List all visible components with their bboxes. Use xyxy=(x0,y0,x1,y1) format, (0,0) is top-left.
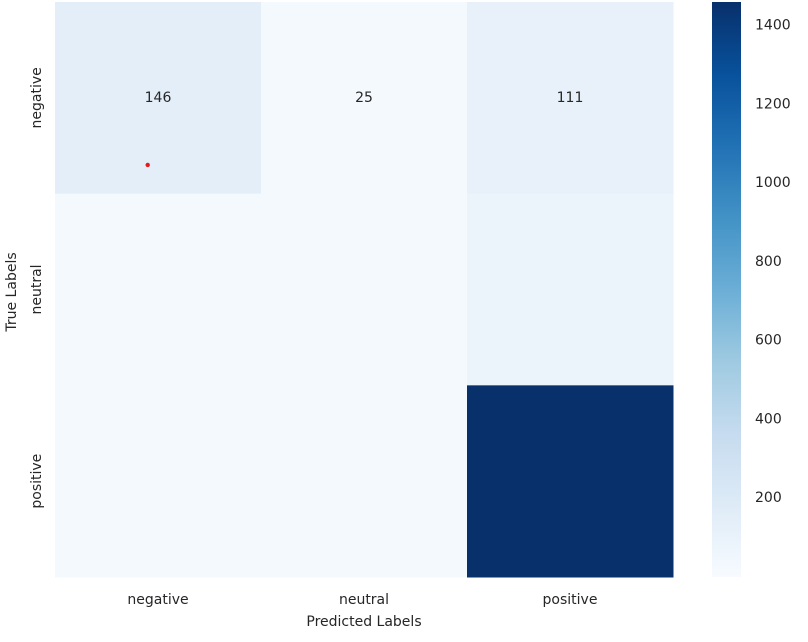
x-axis-label: Predicted Labels xyxy=(306,614,421,630)
y-axis-label: True Labels xyxy=(4,252,20,332)
y-tick-label: neutral xyxy=(29,264,45,314)
heatmap-cell xyxy=(467,2,674,195)
y-tick-label: negative xyxy=(29,67,45,128)
heatmap-cell-labels: 146 25 111 xyxy=(145,90,584,106)
y-axis-ticks: negative neutral positive xyxy=(29,67,45,508)
heatmap-cell xyxy=(261,193,468,386)
x-tick-label: positive xyxy=(543,592,598,608)
colorbar-tick-label: 400 xyxy=(755,411,782,427)
heatmap-cell xyxy=(261,385,468,578)
colorbar-tick-label: 1400 xyxy=(755,18,791,34)
red-dot-marker xyxy=(145,162,150,168)
heatmap-cell xyxy=(55,193,262,386)
heatmap-cell xyxy=(467,193,674,386)
x-tick-label: negative xyxy=(127,592,188,608)
colorbar xyxy=(712,2,741,577)
colorbar-tick-label: 800 xyxy=(755,254,782,270)
colorbar-ticks: 200 400 600 800 1000 1200 1400 xyxy=(755,18,791,507)
colorbar-tick-label: 600 xyxy=(755,333,782,349)
heatmap-cell xyxy=(55,385,262,578)
heatmap-cells xyxy=(55,2,674,578)
heatmap-cell-label: 25 xyxy=(355,90,373,106)
x-tick-label: neutral xyxy=(339,592,389,608)
heatmap-cell xyxy=(261,2,468,195)
y-tick-label: positive xyxy=(29,454,45,509)
heatmap-cell-label: 111 xyxy=(557,90,584,106)
heatmap-cell xyxy=(467,385,674,578)
colorbar-tick-label: 1200 xyxy=(755,96,791,112)
x-axis-ticks: negative neutral positive xyxy=(127,592,597,608)
heatmap-cell-label: 146 xyxy=(145,90,172,106)
heatmap-cell xyxy=(55,2,262,195)
colorbar-tick-label: 200 xyxy=(755,490,782,506)
colorbar-tick-label: 1000 xyxy=(755,175,791,191)
